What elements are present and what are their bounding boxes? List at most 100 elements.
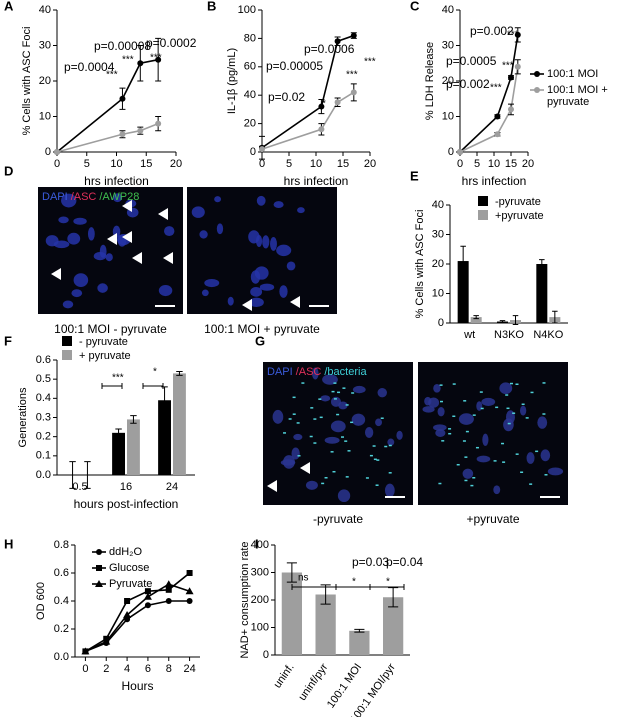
nucleus (364, 426, 374, 439)
bar (158, 400, 171, 475)
bacterium (337, 391, 341, 394)
bacterium (439, 400, 443, 403)
y-tick-label: 60 (244, 61, 256, 73)
point (124, 598, 131, 604)
bacterium (456, 463, 460, 466)
y-tick-label: 10 (39, 110, 51, 122)
nucleus (73, 217, 87, 225)
series-line (459, 66, 519, 153)
stain-label: /AWP28 (99, 191, 139, 203)
legend-label: -pyruvate (495, 196, 541, 208)
nucleus (67, 232, 81, 245)
bacterium (388, 444, 392, 447)
error-bar (552, 310, 558, 324)
error-bar (320, 584, 331, 605)
y-tick-label: 0.4 (54, 595, 69, 607)
bacterium (515, 453, 519, 455)
y-tick-label: 0 (263, 649, 269, 661)
y-tick-label: 0 (438, 317, 444, 329)
x-tick-label: wt (463, 329, 475, 341)
caption: 100:1 MOI + pyruvate (204, 322, 320, 336)
nucleus (330, 420, 346, 433)
panel-letter: D (4, 163, 13, 178)
nucleus (338, 401, 348, 410)
micrograph (187, 187, 337, 314)
x-tick-label: 0 (82, 663, 88, 675)
point (334, 38, 341, 45)
y-axis-label: % Cells with ASC Foci (21, 27, 33, 136)
nucleus (276, 244, 292, 257)
bacterium (470, 484, 474, 487)
nucleus (540, 449, 551, 462)
annotation: *** (502, 61, 514, 72)
point (494, 131, 501, 138)
bacterium (336, 413, 340, 416)
bacterium (439, 384, 443, 386)
arrowhead (267, 480, 277, 492)
nucleus (396, 430, 403, 440)
caption: +pyruvate (466, 512, 519, 526)
bacterium (530, 391, 534, 394)
bar (536, 264, 548, 323)
nucleus (87, 227, 95, 241)
nucleus (158, 284, 173, 297)
nucleus (58, 216, 69, 224)
panel-letter: I (255, 536, 259, 551)
nucleus (214, 196, 222, 203)
y-tick-label: 0.4 (36, 392, 51, 404)
point (119, 131, 126, 138)
bacterium (506, 407, 510, 410)
bar (383, 597, 404, 655)
y-tick-label: 0.1 (36, 450, 51, 462)
x-tick-label: 10 (488, 158, 500, 170)
bacterium (301, 382, 305, 384)
y-tick-label: 20 (39, 75, 51, 87)
annotation: p=0.04 (386, 555, 423, 569)
series-line (56, 122, 159, 153)
series-line (261, 34, 355, 149)
annotation: * (153, 367, 157, 378)
nucleus (248, 230, 260, 244)
y-tick-label: 30 (39, 39, 51, 51)
arrowhead (290, 296, 300, 308)
y-tick-label: 0.2 (36, 431, 51, 443)
nucleus (61, 193, 77, 208)
error-bar (69, 461, 76, 489)
bacterium (438, 482, 442, 485)
bar (349, 630, 370, 655)
bacterium (520, 471, 524, 473)
bar (457, 261, 469, 323)
nucleus (387, 438, 395, 446)
annotation: *** (150, 53, 162, 64)
x-tick-label: 15 (337, 158, 349, 170)
panel-letter: C (410, 0, 420, 13)
bacterium (480, 407, 484, 410)
x-tick-label: 24 (183, 663, 195, 675)
bacterium (296, 422, 300, 424)
x-axis-label: hours post-infection (74, 497, 179, 511)
annotation: p=0.002 (470, 24, 514, 38)
bacterium (375, 484, 379, 486)
x-tick-label: 4 (124, 663, 130, 675)
stain-label: /bacteria (324, 366, 367, 378)
nucleus (254, 266, 269, 280)
arrowhead (300, 462, 310, 474)
bacterium (347, 450, 351, 452)
x-tick-label: 20 (522, 158, 534, 170)
nucleus (286, 261, 296, 271)
bar (173, 373, 186, 475)
x-tick-label: 20 (364, 158, 376, 170)
nucleus (482, 433, 489, 446)
panel-letter: H (4, 536, 13, 551)
y-tick-label: 100 (238, 4, 256, 16)
x-tick-label: 5 (84, 158, 90, 170)
nucleus (322, 374, 338, 385)
nucleus (204, 278, 220, 288)
y-axis-label: % Cells with ASC Foci (414, 210, 426, 319)
bacterium (495, 406, 499, 409)
series-line (261, 91, 355, 150)
error-bar (176, 371, 183, 376)
point (514, 31, 521, 38)
nucleus (519, 405, 527, 416)
bacterium (297, 455, 301, 457)
